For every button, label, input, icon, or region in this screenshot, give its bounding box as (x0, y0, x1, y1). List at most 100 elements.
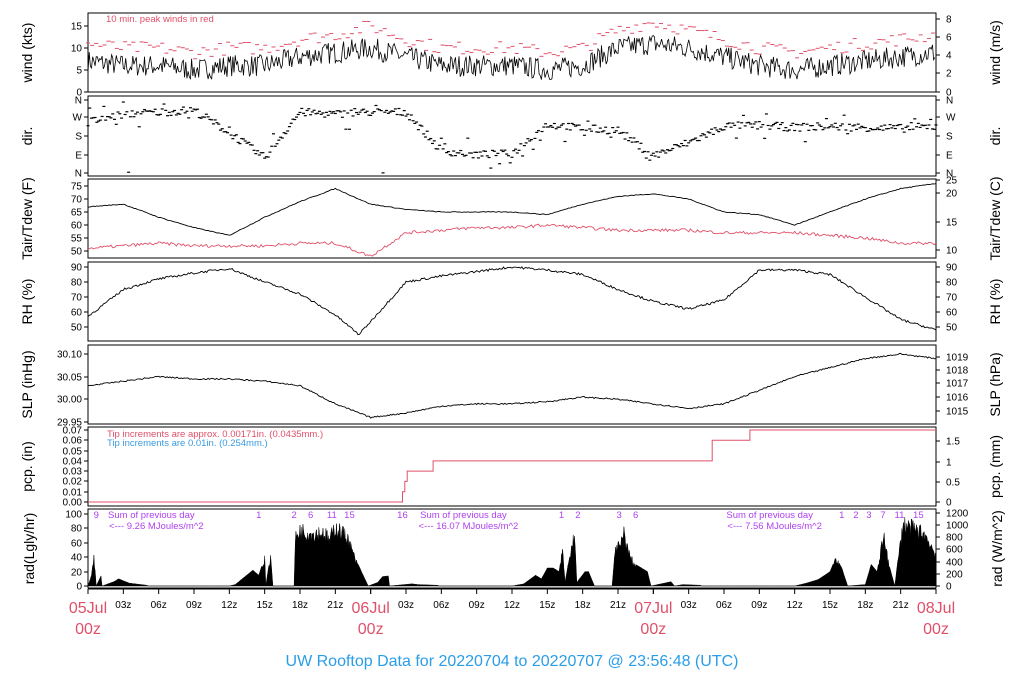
y-tick-label-right: 0 (946, 498, 952, 509)
y-tick-label: E (75, 151, 82, 162)
x-tick-label: 12z (221, 600, 237, 611)
y-tick-label-right: 1019 (946, 353, 969, 364)
y-tick-label: 0.03 (63, 467, 83, 478)
y-axis-label-right: pcp. (mm) (987, 435, 1003, 498)
x-axis: 03z 06z 09z 12z 15z 18z 21z 03z 06z 09z 12z 15z 18z 2… (69, 588, 955, 638)
y-tick-label: 5 (76, 66, 82, 77)
y-tick-label-right: 1017 (946, 379, 969, 390)
y-axis-label-right: dir. (987, 127, 1003, 146)
slp-line (87, 352, 937, 419)
y-tick-label-right: N (946, 96, 953, 107)
x-tick-label: 18z (575, 600, 591, 611)
dewpoint-line (87, 223, 937, 257)
x-tick-label: 06z (151, 600, 167, 611)
y-tick-label: W (73, 113, 83, 124)
solar-hour-label: 3 (866, 510, 871, 521)
wind-speed-line (87, 35, 936, 81)
y-axis-label-right: rad (W/m^2) (989, 510, 1005, 587)
y-axis-label-right: Tair/Tdew (C) (987, 176, 1003, 260)
y-tick-label: 70 (71, 293, 83, 304)
y-tick-label-right: 0 (946, 88, 952, 99)
x-tick-label: 06z (433, 600, 449, 611)
date-time-label: 00z (923, 621, 949, 638)
y-tick-label: 30.05 (57, 373, 82, 384)
solar-hour-label: 15 (344, 510, 355, 521)
radiation-area (87, 517, 937, 587)
x-tick-label: 21z (610, 600, 626, 611)
y-tick-label-right: 0 (946, 582, 952, 593)
y-tick-label-right: 20 (946, 189, 958, 200)
solar-hour-label: 1 (559, 510, 564, 521)
y-tick-label: 30.00 (57, 395, 82, 406)
date-time-label: 00z (358, 621, 384, 638)
solar-hour-label: 1 (839, 510, 844, 521)
x-tick-label: 09z (751, 600, 767, 611)
y-tick-label: 0.02 (63, 477, 83, 488)
panel-rh: RH (%) RH (%) 50 60 70 80 90 50 60 70 80 90 (19, 261, 1003, 342)
x-tick-label: 15z (822, 600, 838, 611)
y-tick-label-right: 1 (946, 458, 952, 469)
solar-hour-label: 2 (575, 510, 580, 521)
y-tick-label: 0.07 (63, 426, 83, 437)
y-tick-label: 15 (71, 22, 83, 33)
y-tick-label-right: 400 (946, 558, 963, 569)
y-axis-label: RH (%) (19, 279, 35, 325)
y-tick-label-right: E (946, 151, 953, 162)
y-tick-label: 0.00 (63, 498, 83, 509)
y-tick-label-right: S (946, 132, 953, 143)
y-tick-label: 30.10 (57, 350, 82, 361)
y-tick-label-right: 1016 (946, 393, 969, 404)
x-tick-label: 18z (857, 600, 873, 611)
x-tick-label: 21z (327, 600, 343, 611)
y-tick-label-right: 70 (946, 293, 958, 304)
y-tick-label: 55 (71, 234, 83, 245)
y-tick-label: S (75, 132, 82, 143)
solar-hour-label: 7 (880, 510, 885, 521)
solar-hour-label: 6 (308, 510, 313, 521)
daily-sum-value: <--- 7.56 MJoules/m^2 (727, 521, 821, 532)
solar-hour-label: 6 (633, 510, 638, 521)
y-axis-label: Tair/Tdew (F) (19, 177, 35, 259)
y-tick-label-right: 1018 (946, 366, 969, 377)
panel-temp: Tair/Tdew (F) Tair/Tdew (C) 50 55 60 65 70 75 10… (19, 176, 1003, 261)
date-label: 07Jul (634, 600, 672, 617)
y-tick-label-right: 80 (946, 278, 958, 289)
y-tick-label: 20 (71, 568, 83, 579)
y-tick-label-right: 1000 (946, 521, 969, 532)
y-tick-label-right: 4 (946, 51, 952, 62)
x-tick-label: 06z (716, 600, 732, 611)
y-tick-label: 100 (65, 510, 82, 521)
daily-sum-value: <--- 9.26 MJoules/m^2 (109, 521, 203, 532)
plot-frame (87, 12, 937, 93)
x-tick-label: 21z (893, 600, 909, 611)
pcp-line (88, 429, 936, 503)
x-tick-label: 03z (398, 600, 414, 611)
x-tick-label: 15z (257, 600, 273, 611)
x-tick-label: 18z (292, 600, 308, 611)
date-label: 06Jul (352, 600, 390, 617)
y-tick-label: 90 (71, 263, 83, 274)
chart-title: UW Rooftop Data for 20220704 to 20220707… (286, 653, 739, 670)
y-tick-label-right: 6 (946, 33, 952, 44)
solar-hour-label: 15 (913, 510, 924, 521)
panel-rad: rad(Lgly/hr) rad (W/m^2)02040608010002004… (21, 508, 1005, 593)
y-axis-label: rad(Lgly/hr) (21, 513, 37, 585)
y-tick-label-right: 1200 (946, 509, 969, 520)
y-axis-label: dir. (19, 127, 35, 146)
y-tick-label: 0.06 (63, 436, 83, 447)
x-tick-label: 03z (681, 600, 697, 611)
plot-frame (87, 426, 937, 507)
y-tick-label: 0 (76, 582, 82, 593)
date-label: 05Jul (69, 600, 107, 617)
solar-hour-label: 3 (617, 510, 622, 521)
y-tick-label: 60 (71, 308, 83, 319)
y-tick-label: 60 (71, 221, 83, 232)
x-tick-label: 09z (186, 600, 202, 611)
y-tick-label-right: 0.5 (946, 478, 960, 489)
y-tick-label-right: 8 (946, 15, 952, 26)
x-tick-label: 03z (115, 600, 131, 611)
daily-sum-label: Sum of previous day (108, 510, 195, 521)
